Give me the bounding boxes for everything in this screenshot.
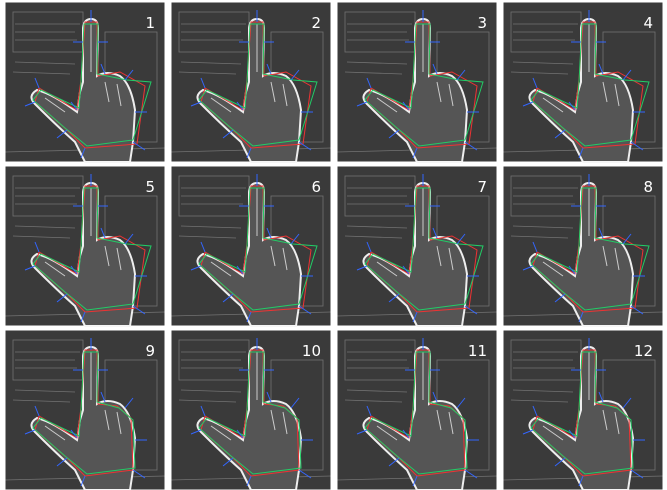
panel: 10 bbox=[171, 330, 331, 490]
panel-number: 8 bbox=[643, 178, 653, 196]
panel: 7 bbox=[337, 166, 497, 326]
page: {"panels": [{"label": "1"}, {"label": "2… bbox=[0, 0, 667, 490]
panel-number: 11 bbox=[468, 342, 487, 360]
panel-number: 10 bbox=[302, 342, 321, 360]
panel: 8 bbox=[503, 166, 663, 326]
panel: 9 bbox=[5, 330, 165, 490]
panel-number: 7 bbox=[477, 178, 487, 196]
panel: 12 bbox=[503, 330, 663, 490]
panel-number: 3 bbox=[477, 14, 487, 32]
panel: 4 bbox=[503, 2, 663, 162]
panel: 6 bbox=[171, 166, 331, 326]
panel-number: 6 bbox=[311, 178, 321, 196]
panel-number: 5 bbox=[145, 178, 155, 196]
panel-number: 4 bbox=[643, 14, 653, 32]
panel: 2 bbox=[171, 2, 331, 162]
panel-number: 1 bbox=[145, 14, 155, 32]
figure: 123456789101112 bbox=[0, 0, 667, 490]
panel: 3 bbox=[337, 2, 497, 162]
panel: 1 bbox=[5, 2, 165, 162]
panel-number: 2 bbox=[311, 14, 321, 32]
panel-number: 9 bbox=[145, 342, 155, 360]
panel: 5 bbox=[5, 166, 165, 326]
panel-number: 12 bbox=[634, 342, 653, 360]
panel: 11 bbox=[337, 330, 497, 490]
